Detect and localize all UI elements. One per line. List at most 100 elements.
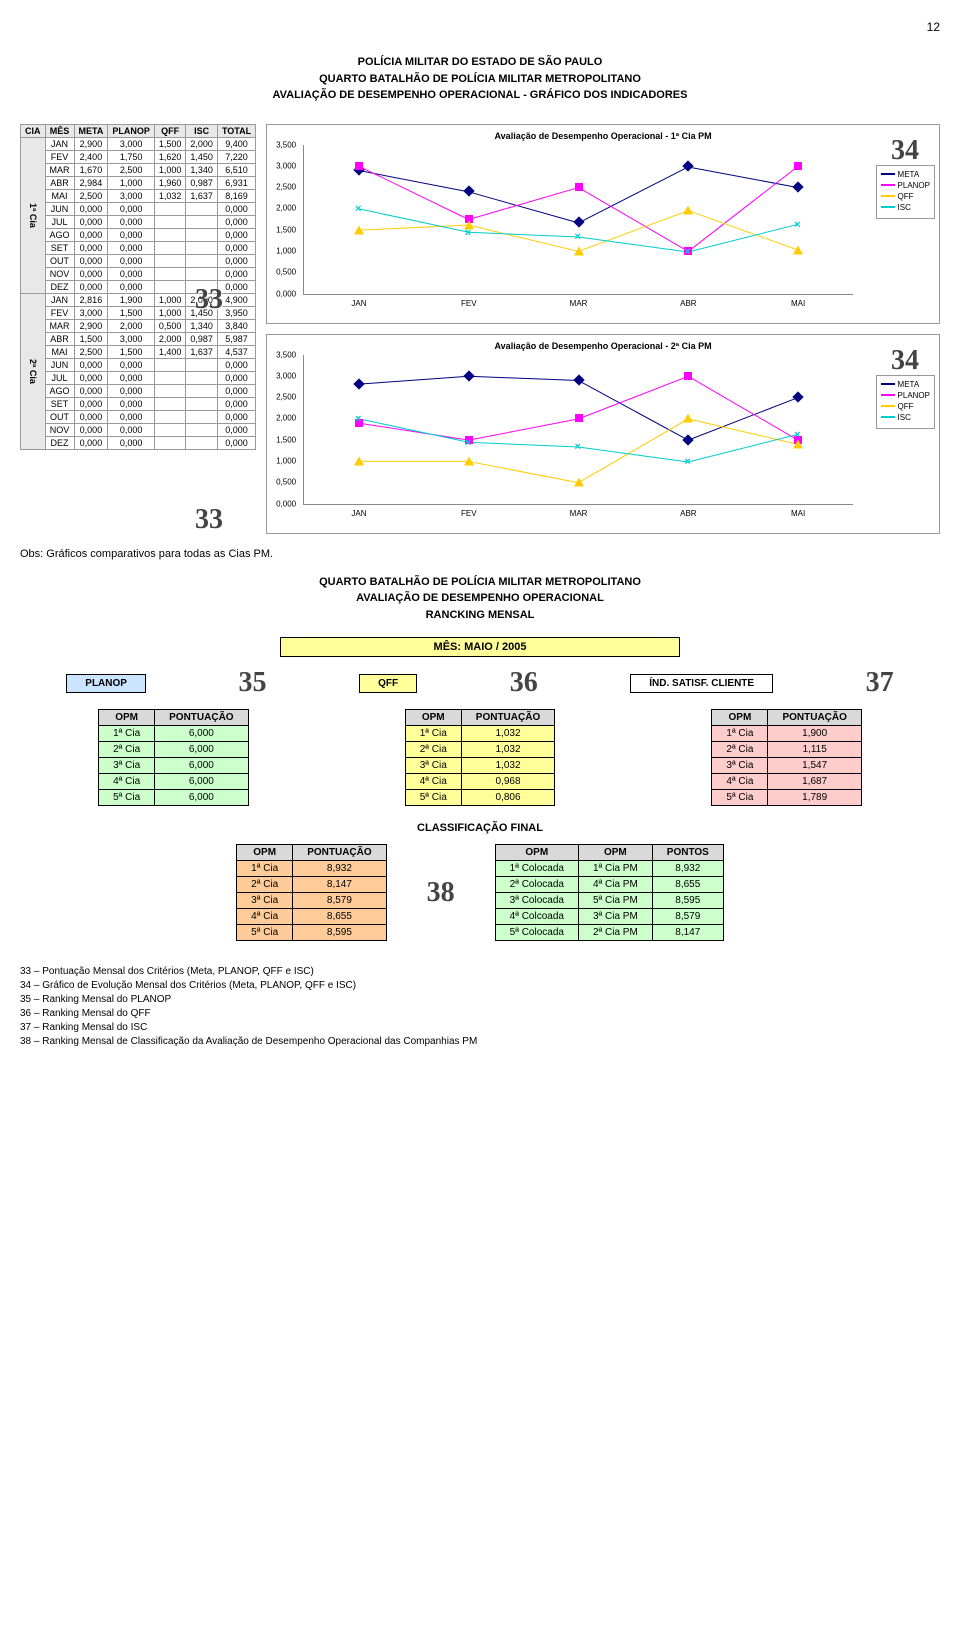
rank-cell: 3ª Cia — [99, 758, 155, 774]
chart-marker — [575, 183, 583, 191]
final-cell: 8,579 — [293, 893, 386, 909]
table-cell: 0,000 — [74, 371, 108, 384]
final-cell: 5ª Colocada — [495, 925, 578, 941]
final-table-left: OPMPONTUAÇÃO1ª Cia8,9322ª Cia8,1473ª Cia… — [236, 844, 387, 941]
ytick-label: 2,500 — [276, 183, 296, 192]
chart-marker: × — [355, 414, 363, 422]
final-header: PONTUAÇÃO — [293, 845, 386, 861]
ytick-label: 1,000 — [276, 246, 296, 255]
rank-cell: 1,032 — [461, 742, 554, 758]
chart2-legend: METAPLANOPQFFISC — [876, 375, 935, 429]
table-cell: NOV — [45, 423, 74, 436]
rank-cell: 1,115 — [768, 742, 861, 758]
table-cell — [186, 215, 218, 228]
footer-line: 38 – Ranking Mensal de Classificação da … — [20, 1035, 940, 1049]
ytick-label: 2,000 — [276, 414, 296, 423]
final-cell: 3ª Cia — [237, 893, 293, 909]
table-cell: 0,000 — [108, 358, 155, 371]
table-cell — [154, 280, 186, 293]
chart-marker: × — [684, 247, 692, 255]
rank-cell: 0,806 — [461, 790, 554, 806]
final-cell: 8,595 — [293, 925, 386, 941]
rank-header: OPM — [712, 710, 768, 726]
rank-header: OPM — [99, 710, 155, 726]
table-cell — [154, 241, 186, 254]
table-cell: 6,510 — [217, 163, 255, 176]
chart-marker: × — [794, 429, 802, 437]
table-cell: 7,220 — [217, 150, 255, 163]
rank-cell: 5ª Cia — [99, 790, 155, 806]
header-line3: AVALIAÇÃO DE DESEMPENHO OPERACIONAL - GR… — [20, 87, 940, 104]
table-cell: MAI — [45, 189, 74, 202]
chart-marker — [683, 414, 693, 423]
final-cell: 4ª Colcoada — [495, 909, 578, 925]
ytick-label: 1,500 — [276, 225, 296, 234]
table-cell: 0,000 — [217, 384, 255, 397]
table-cell: AGO — [45, 228, 74, 241]
ytick-label: 0,000 — [276, 289, 296, 298]
ytick-label: 3,000 — [276, 161, 296, 170]
ytick-label: 1,500 — [276, 435, 296, 444]
mes-label: MÊS: MAIO / 2005 — [280, 637, 680, 657]
table-cell — [154, 410, 186, 423]
table-cell: 4,900 — [217, 293, 255, 306]
chart-marker — [793, 245, 803, 254]
table-cell: 1,000 — [154, 163, 186, 176]
cia-label: 2ª Cia — [21, 293, 46, 449]
rank-cell: 4ª Cia — [712, 774, 768, 790]
ytick-label: 0,500 — [276, 268, 296, 277]
callout-33b: 33 — [195, 504, 223, 536]
final-header: OPM — [495, 845, 578, 861]
obs-text: Obs: Gráficos comparativos para todas as… — [20, 548, 940, 560]
table-cell: 0,000 — [217, 397, 255, 410]
table-cell: 1,637 — [186, 345, 218, 358]
legend-label: QFF — [898, 192, 914, 201]
final-cell: 8,655 — [293, 909, 386, 925]
xtick-label: FEV — [461, 299, 477, 308]
xtick-label: MAI — [791, 299, 805, 308]
footer-line: 35 – Ranking Mensal do PLANOP — [20, 993, 940, 1007]
rank-cell: 5ª Cia — [712, 790, 768, 806]
table-cell: 2,984 — [74, 176, 108, 189]
footer-line: 37 – Ranking Mensal do ISC — [20, 1021, 940, 1035]
table-cell: 1,000 — [154, 293, 186, 306]
table-cell: 3,000 — [108, 332, 155, 345]
final-cell: 8,932 — [652, 861, 723, 877]
rank-cell: 1ª Cia — [405, 726, 461, 742]
table-cell: 3,950 — [217, 306, 255, 319]
table-cell: 0,000 — [74, 202, 108, 215]
final-cell: 8,655 — [652, 877, 723, 893]
rank-cell: 1,687 — [768, 774, 861, 790]
final-cell: 8,147 — [652, 925, 723, 941]
table-cell: 2,900 — [74, 319, 108, 332]
final-cell: 3ª Colocada — [495, 893, 578, 909]
table-cell: JUL — [45, 215, 74, 228]
cia-label: 1ª Cia — [21, 137, 46, 293]
table-cell: 3,000 — [74, 306, 108, 319]
table-cell: 0,987 — [186, 332, 218, 345]
table-cell: 0,000 — [108, 384, 155, 397]
sub-line3: RANCKING MENSAL — [20, 607, 940, 624]
table-header: META — [74, 124, 108, 137]
table-cell: AGO — [45, 384, 74, 397]
rank-header: PONTUAÇÃO — [155, 710, 248, 726]
table-cell: 0,000 — [217, 371, 255, 384]
table-cell: 0,987 — [186, 176, 218, 189]
legend-label: META — [898, 170, 920, 179]
legend-label: QFF — [898, 402, 914, 411]
legend-label: META — [898, 380, 920, 389]
chart-marker — [792, 181, 803, 192]
table-cell: 1,000 — [154, 306, 186, 319]
table-cell: 3,000 — [108, 189, 155, 202]
chart1-legend: METAPLANOPQFFISC — [876, 165, 935, 219]
table-cell: 0,000 — [217, 254, 255, 267]
ytick-label: 3,000 — [276, 371, 296, 380]
rank-cell: 1,547 — [768, 758, 861, 774]
xtick-label: MAI — [791, 509, 805, 518]
chart-marker — [683, 206, 693, 215]
callout-37: 37 — [866, 667, 894, 699]
table-cell: 0,000 — [74, 215, 108, 228]
table-cell: SET — [45, 397, 74, 410]
callout-34a: 34 — [891, 135, 919, 167]
final-header: PONTOS — [652, 845, 723, 861]
